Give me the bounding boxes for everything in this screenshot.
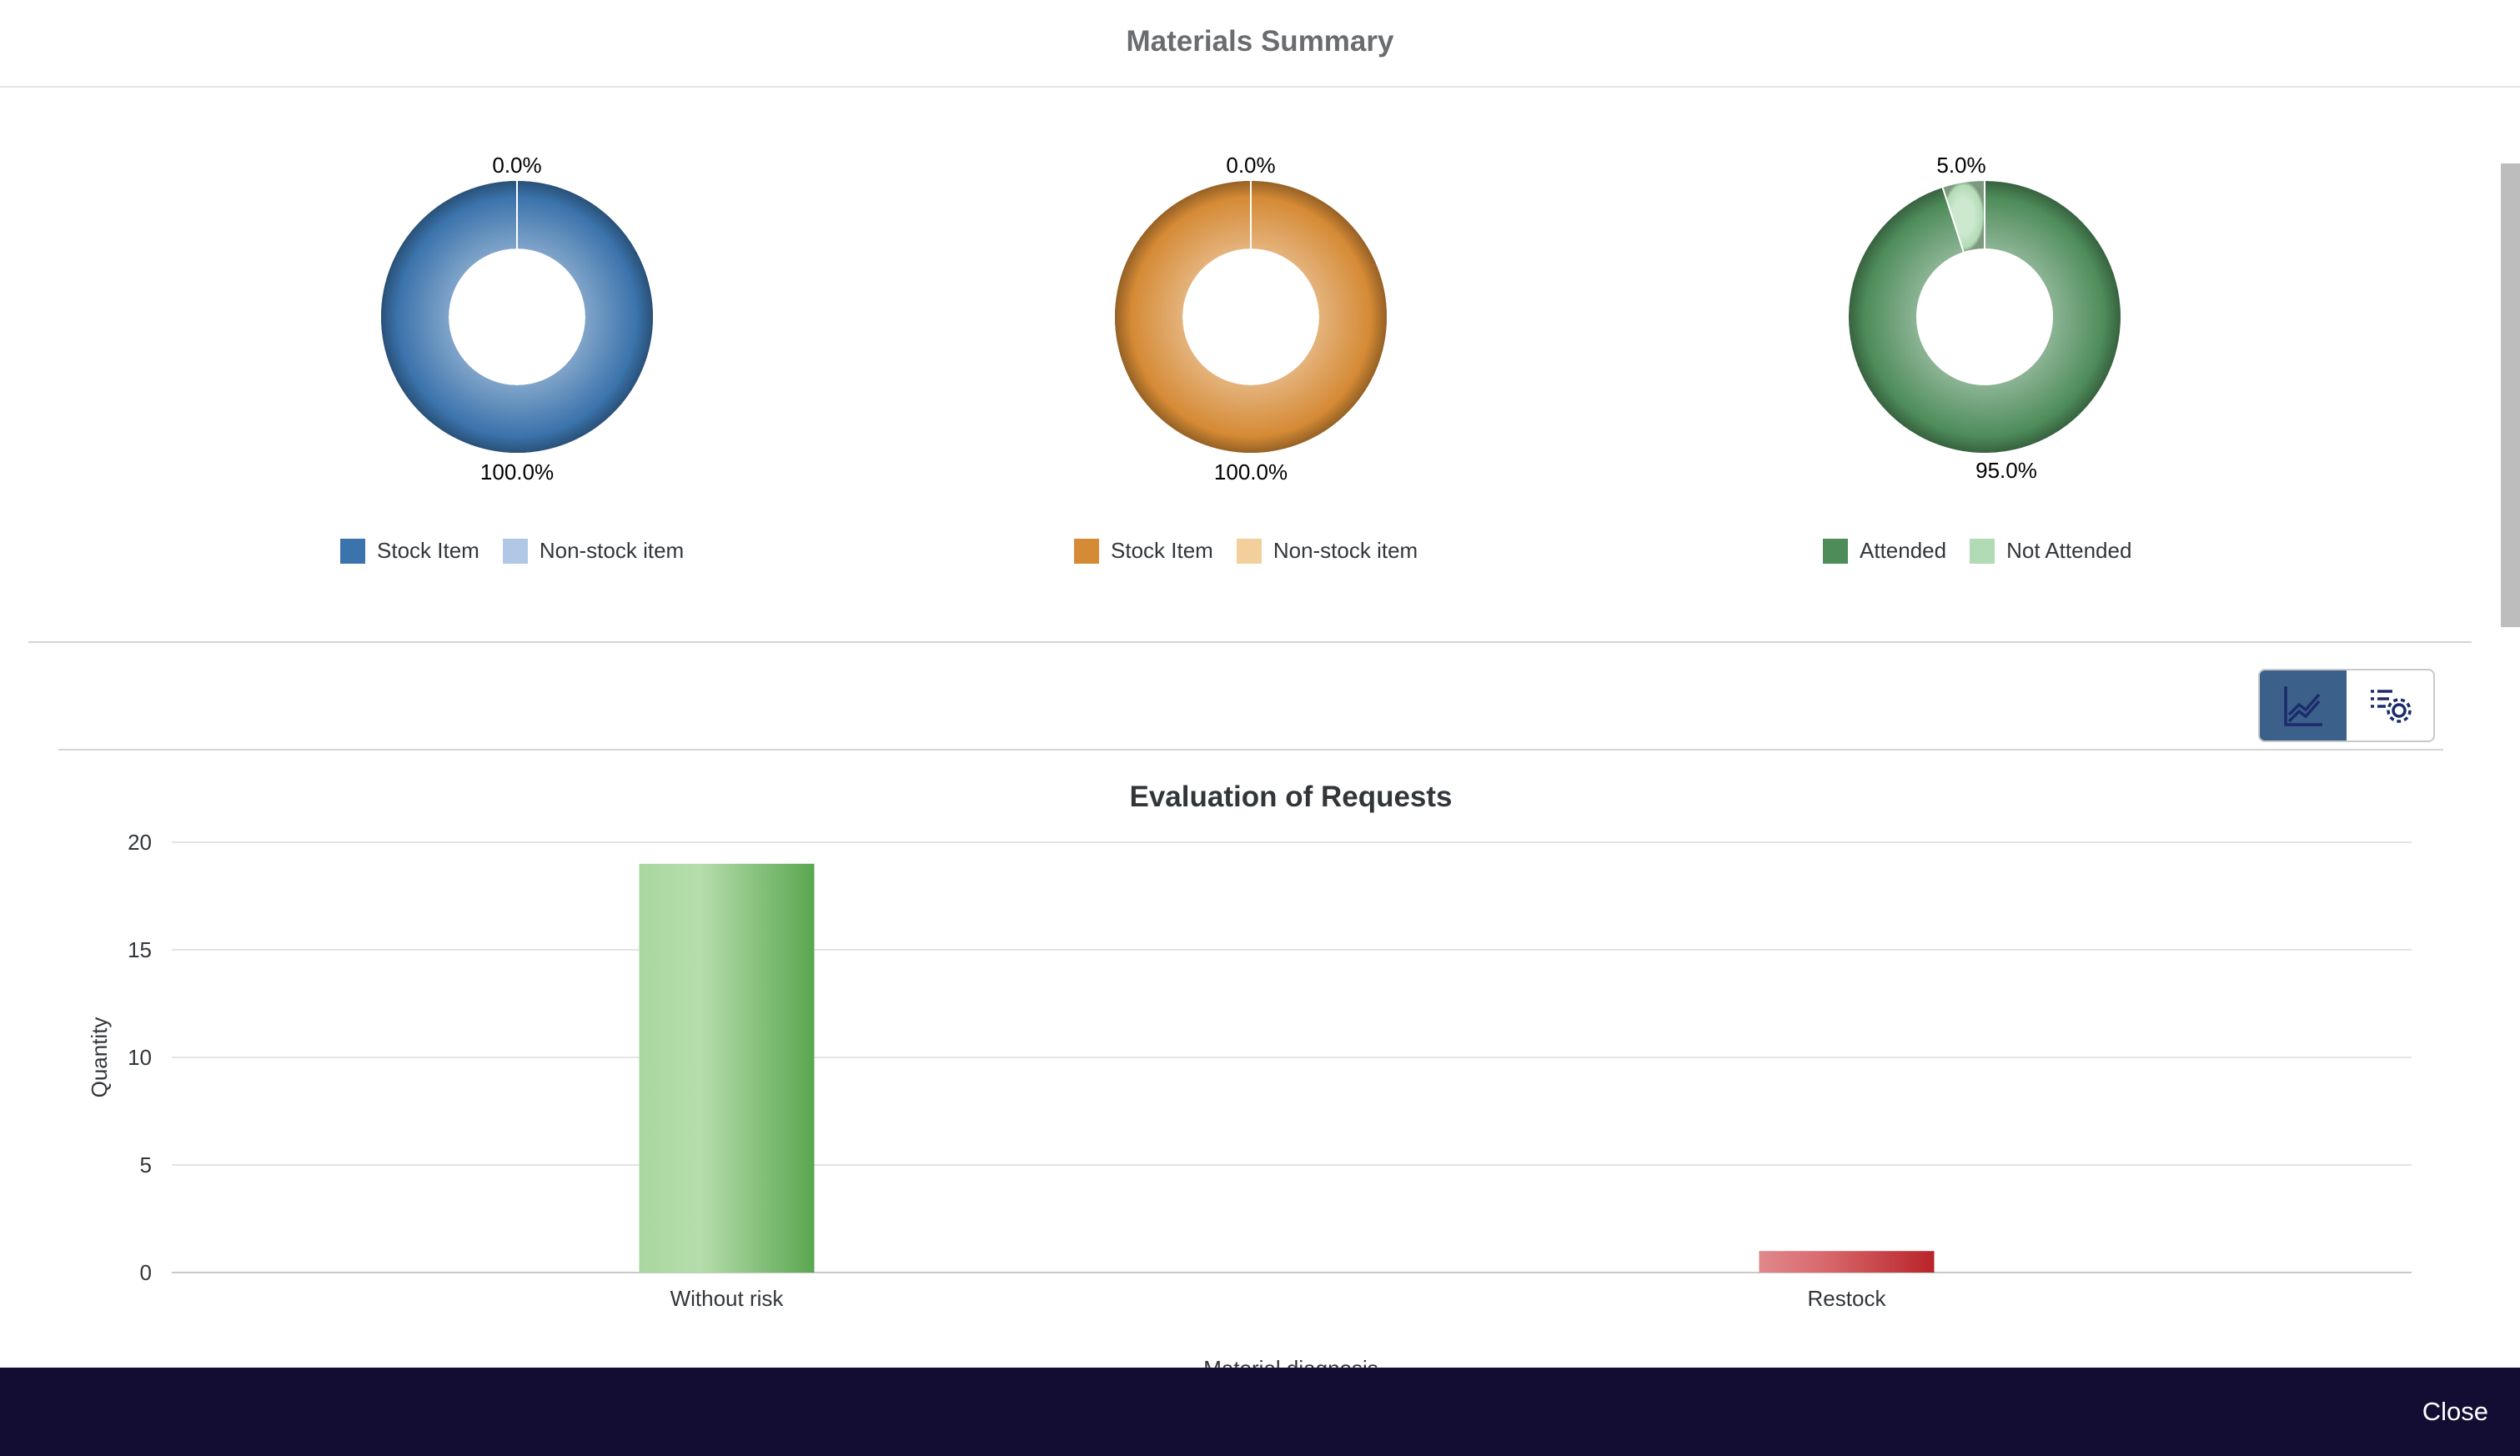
donut-hole [1917,249,2052,384]
donut-chart-attended: 5.0% 95.0% [1849,153,2121,483]
legend-label: Stock Item [1111,538,1213,563]
donut-hole [449,249,585,384]
legend-donut-2: Attended Not Attended [1823,538,2155,564]
donut-slice-fill [1115,180,1387,454]
legend-swatch [1823,538,1848,564]
y-tick-label: 5 [140,1152,152,1177]
bar[interactable] [639,863,815,1273]
toolbar-divider [58,749,2443,751]
donut-chart-stock-orange: 0.0% 100.0% [1115,153,1387,484]
donut-slice[interactable] [1849,181,2121,453]
dialog-title: Materials Summary [1126,25,1394,58]
y-tick-label: 0 [140,1260,152,1285]
donut-slice-fill [380,180,653,454]
slice-separator [1941,187,1965,253]
legend-swatch [502,538,528,564]
legend-label: Not Attended [2006,538,2132,563]
x-axis-label: Material diagnosis [1203,1356,1378,1368]
slice-value-label: 5.0% [1936,153,1985,178]
dialog-header: Materials Summary [0,0,2520,88]
legend-label: Stock Item [377,538,479,563]
legend-label: Non-stock item [539,538,685,563]
legend-swatch [1236,538,1262,564]
chart-view-toggle [2258,669,2435,742]
section-divider [28,641,2472,643]
x-tick-label: Restock [1808,1286,1887,1311]
chart-view-button[interactable] [2260,670,2347,741]
y-tick-label: 20 [128,830,152,855]
legend-item[interactable]: Not Attended [1970,538,2131,564]
y-tick-label: 10 [128,1045,152,1070]
slice-value-label: 100.0% [480,459,554,484]
legend-item[interactable]: Non-stock item [502,538,685,564]
y-axis-label: Quantity [87,1017,112,1098]
legend-label: Non-stock item [1273,538,1418,563]
legend-swatch [1970,538,1995,564]
legend-item[interactable]: Stock Item [1074,538,1213,564]
legend-swatch [1074,538,1099,564]
legend-item[interactable]: Attended [1823,538,1946,564]
evaluation-bar-chart: Evaluation of Requests Quantity Material… [87,781,2412,1368]
legend-label: Attended [1860,538,1947,563]
donut-slice[interactable] [1942,181,1985,253]
slice-value-label: 0.0% [492,153,541,178]
slice-value-label: 100.0% [1214,459,1288,484]
slice-value-label: 0.0% [1226,153,1275,178]
legend-item[interactable]: Stock Item [340,538,479,564]
scrollbar-thumb[interactable] [2501,163,2520,627]
x-tick-label: Without risk [670,1286,785,1311]
chart-title: Evaluation of Requests [1129,781,1452,813]
y-tick-label: 15 [128,937,152,962]
list-settings-icon [2371,690,2412,723]
donut-chart-stock-blue: 0.0% 100.0% [380,153,653,484]
dialog-footer: Close [0,1368,2520,1456]
legend-swatch [340,538,365,564]
list-settings-button[interactable] [2347,670,2433,741]
legend-item[interactable]: Non-stock item [1236,538,1418,564]
donut-charts-section: 0.0% 100.0% 0.0% 100.0% 5.0% 95.0% Stock It… [0,88,2520,642]
bar[interactable] [1759,1251,1935,1273]
legend-donut-0: Stock Item Non-stock item [340,538,707,564]
legend-donut-1: Stock Item Non-stock item [1074,538,1441,564]
donut-hole [1183,249,1318,384]
line-chart-icon [2284,686,2322,726]
slice-value-label: 95.0% [1975,458,2037,483]
close-button[interactable]: Close [2414,1391,2497,1433]
